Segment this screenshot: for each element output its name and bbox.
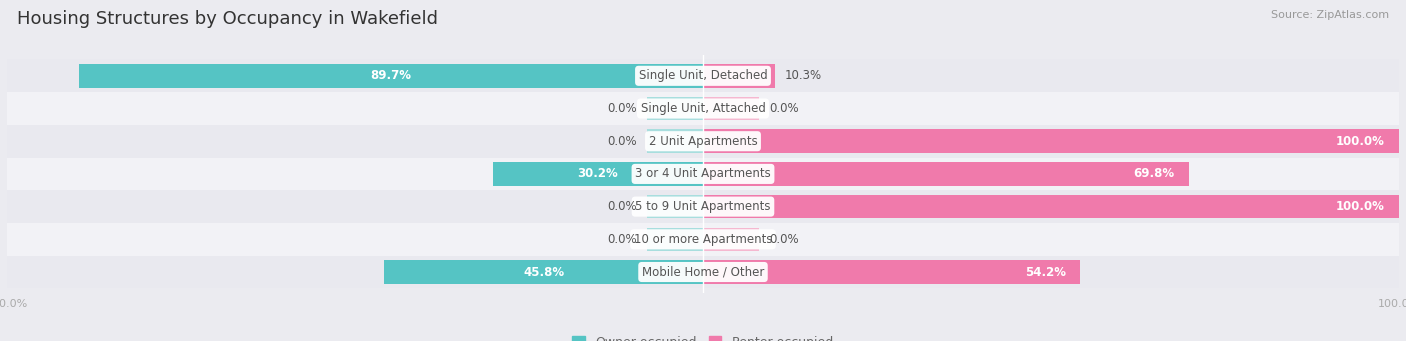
Text: 0.0%: 0.0%: [607, 102, 637, 115]
Bar: [703, 130, 1399, 153]
Text: 45.8%: 45.8%: [523, 266, 564, 279]
Text: 10 or more Apartments: 10 or more Apartments: [634, 233, 772, 246]
Text: Mobile Home / Other: Mobile Home / Other: [641, 266, 765, 279]
Bar: [647, 227, 703, 251]
Text: Single Unit, Attached: Single Unit, Attached: [641, 102, 765, 115]
Bar: [7, 158, 1399, 190]
Text: 89.7%: 89.7%: [370, 69, 412, 82]
Bar: [647, 97, 703, 120]
Text: 100.0%: 100.0%: [1336, 135, 1385, 148]
Bar: [7, 256, 1399, 288]
Bar: [703, 162, 1189, 186]
Bar: [7, 59, 1399, 92]
Bar: [7, 92, 1399, 125]
Text: 69.8%: 69.8%: [1133, 167, 1175, 180]
Bar: [7, 125, 1399, 158]
Bar: [703, 97, 759, 120]
Text: Source: ZipAtlas.com: Source: ZipAtlas.com: [1271, 10, 1389, 20]
Legend: Owner-occupied, Renter-occupied: Owner-occupied, Renter-occupied: [568, 331, 838, 341]
Bar: [703, 227, 759, 251]
Bar: [494, 162, 703, 186]
Bar: [703, 195, 1399, 218]
Text: 5 to 9 Unit Apartments: 5 to 9 Unit Apartments: [636, 200, 770, 213]
Text: 0.0%: 0.0%: [607, 135, 637, 148]
Text: 100.0%: 100.0%: [1336, 200, 1385, 213]
Text: 10.3%: 10.3%: [785, 69, 823, 82]
Text: 54.2%: 54.2%: [1025, 266, 1066, 279]
Text: Single Unit, Detached: Single Unit, Detached: [638, 69, 768, 82]
Text: 2 Unit Apartments: 2 Unit Apartments: [648, 135, 758, 148]
Bar: [703, 260, 1080, 284]
Bar: [79, 64, 703, 88]
Text: 3 or 4 Unit Apartments: 3 or 4 Unit Apartments: [636, 167, 770, 180]
Bar: [647, 130, 703, 153]
Text: 0.0%: 0.0%: [607, 233, 637, 246]
Bar: [7, 223, 1399, 256]
Text: 0.0%: 0.0%: [607, 200, 637, 213]
Bar: [703, 64, 775, 88]
Bar: [7, 190, 1399, 223]
Bar: [647, 195, 703, 218]
Text: Housing Structures by Occupancy in Wakefield: Housing Structures by Occupancy in Wakef…: [17, 10, 437, 28]
Bar: [384, 260, 703, 284]
Text: 30.2%: 30.2%: [578, 167, 619, 180]
Text: 0.0%: 0.0%: [769, 102, 799, 115]
Text: 0.0%: 0.0%: [769, 233, 799, 246]
